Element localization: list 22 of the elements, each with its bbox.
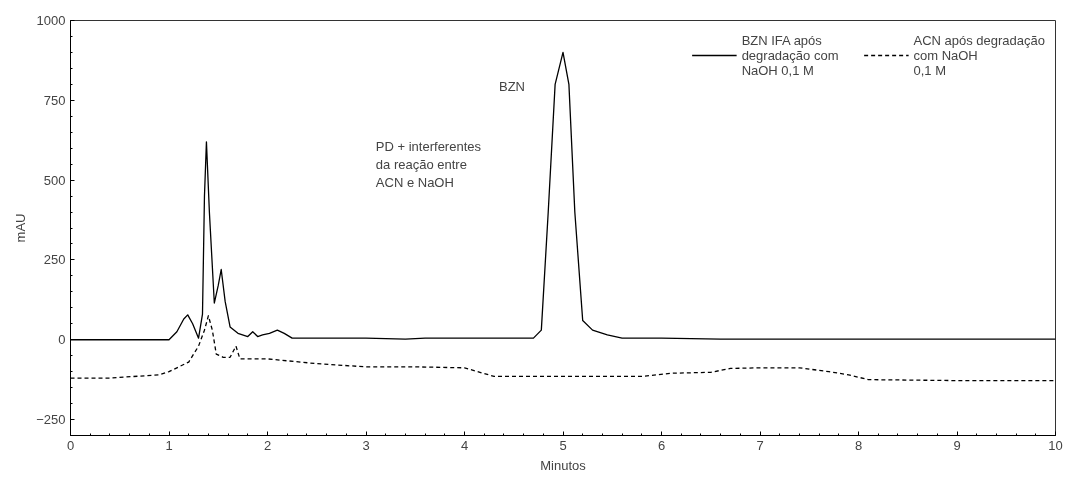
annotation: BZN	[498, 78, 525, 94]
y-axis-title: mAU	[13, 213, 29, 243]
x-tick-label: 7	[756, 437, 764, 453]
x-tick-label: 1	[165, 437, 173, 453]
y-tick-label: 250	[43, 252, 66, 268]
annotation: PD + interferentes da reação entre ACN e NaOH	[375, 138, 482, 190]
x-tick-label: 10	[1048, 437, 1063, 453]
x-tick-label: 3	[362, 437, 370, 453]
legend-label: ACN após degradação com NaOH 0,1 M	[913, 31, 1045, 80]
y-tick-label: −250	[36, 412, 66, 428]
x-tick-label: 4	[460, 437, 469, 453]
y-tick-label: 1000	[36, 13, 66, 28]
x-tick-label: 2	[263, 437, 272, 453]
x-tick-label: 6	[657, 437, 666, 453]
x-tick-label: 8	[854, 437, 863, 453]
y-tick-label: 0	[58, 332, 66, 348]
y-tick-label: 500	[43, 172, 66, 188]
legend-label: BZN IFA após degradação com NaOH 0,1 M	[741, 31, 839, 80]
x-tick-label: 5	[559, 437, 567, 453]
x-tick-label: 9	[953, 437, 961, 453]
y-tick-label: 750	[43, 92, 66, 108]
x-axis-title: Minutos	[540, 457, 587, 473]
